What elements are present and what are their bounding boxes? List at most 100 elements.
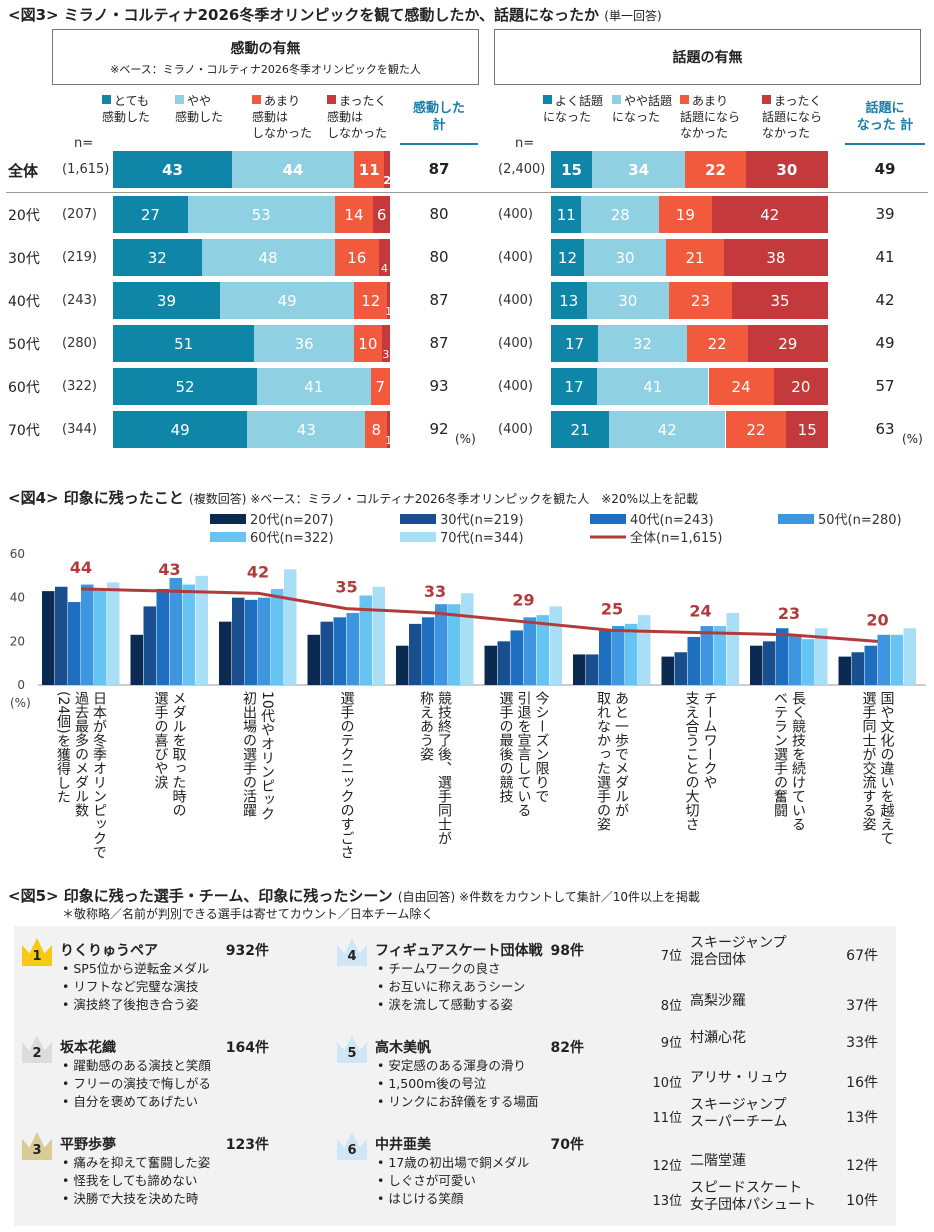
row-n-left: (280) [62, 336, 97, 351]
bar-segment-label: 32 [147, 248, 167, 267]
list-name: 村瀬心花 [690, 1030, 746, 1046]
rank-count: 70件 [550, 1137, 584, 1153]
overall-label: 42 [247, 562, 269, 581]
bar-segment: 44 [232, 151, 354, 188]
bar-segment-label: 27 [140, 205, 160, 224]
rank-name: 中井亜美 [375, 1137, 431, 1153]
bar-segment-label: 14 [344, 205, 364, 224]
bar-6-3 [612, 626, 625, 685]
legend-label: まったく 話題になら なかった [762, 94, 823, 140]
bar-segment: 20 [773, 368, 828, 405]
legend-label-0: 20代(n=207) [250, 513, 334, 528]
stacked-bar-left: 49 43 8 1 [113, 411, 392, 448]
bar-segment: 21 [551, 411, 610, 448]
stacked-bar-left: 51 36 10 3 [113, 325, 390, 362]
legend-left-0: とても 感動した [102, 93, 150, 125]
bar-segment: 53 [187, 196, 335, 233]
bar-segment-label: 13 [559, 291, 579, 310]
bar-4-4 [448, 604, 461, 685]
bar-8-5 [815, 628, 828, 685]
stacked-bar-right: 12 30 21 38 [551, 239, 828, 276]
left-total-value: 92 [429, 420, 449, 438]
fig4-note: (複数回答) ※ベース：ミラノ・コルティナ2026冬季オリンピックを観た人 ※2… [189, 492, 698, 506]
legend-overall-label: 全体(n=1,615) [630, 530, 723, 546]
list-name: 高梨沙羅 [690, 993, 746, 1009]
bar-segment-label: 51 [174, 334, 194, 353]
bar-segment: 12 [551, 239, 584, 276]
bar-segment: 49 [113, 411, 248, 448]
row-n-right: (400) [498, 207, 533, 222]
bar-2-0 [219, 621, 232, 685]
bar-2-3 [258, 597, 271, 685]
bar-segment: 16 [334, 239, 379, 276]
bar-segment: 43 [247, 411, 366, 448]
bar-8-4 [802, 639, 815, 685]
legend-label-5: 70代(n=344) [440, 531, 524, 546]
bar-8-3 [789, 634, 802, 685]
list-name: 二階堂蓮 [690, 1153, 746, 1169]
right-total-value: 39 [875, 205, 895, 223]
row-label: 全体 [8, 162, 39, 180]
stacked-bar-right: 21 42 22 15 [551, 411, 828, 448]
bar-segment: 30 [586, 282, 669, 319]
total-row-separator [6, 192, 928, 193]
bar-segment-label: 28 [610, 205, 630, 224]
rank-count: 98件 [550, 943, 584, 959]
list-rank: 10位 [652, 1076, 682, 1091]
bar-0-2 [68, 602, 81, 685]
bar-2-1 [232, 597, 245, 685]
legend-left-3: まったく 感動は しなかった [327, 93, 387, 141]
rank-bullet: • 17歳の初出場で銅メダル [377, 1155, 530, 1170]
bar-7-5 [726, 612, 739, 685]
bar-segment-label: 49 [170, 420, 190, 439]
bar-9-2 [864, 645, 877, 685]
stacked-bar-left: 43 44 11 2 [113, 151, 392, 188]
bar-9-5 [903, 628, 916, 685]
bar-6-5 [638, 615, 651, 685]
left-header-sub: ※ベース：ミラノ・コルティナ2026冬季オリンピックを観た人 [110, 62, 421, 76]
bar-0-3 [81, 584, 94, 685]
right-header-box: 話題の有無 [494, 29, 921, 85]
rank-bullet: • 自分を褒めてあげたい [62, 1094, 198, 1109]
list-name: スピードスケート 女子団体パシュート [690, 1180, 816, 1213]
legend-left-2: あまり 感動は しなかった [252, 93, 312, 141]
bar-segment-label: 15 [561, 160, 582, 179]
bar-segment-label: 22 [746, 420, 766, 439]
rank-number: 3 [32, 1143, 42, 1158]
overall-label: 29 [512, 591, 534, 610]
n-label-right: n= [515, 136, 535, 151]
left-total-value: 80 [429, 205, 449, 223]
legend-right-0: よく話題 になった [543, 93, 603, 125]
list-count: 13件 [846, 1110, 878, 1126]
bar-segment-label: 29 [778, 334, 798, 353]
row-label: 20代 [8, 208, 40, 224]
legend-swatch-3 [778, 514, 814, 524]
row-n-right: (400) [498, 422, 533, 437]
rank-number: 4 [347, 949, 357, 964]
list-count: 12件 [846, 1158, 878, 1174]
left-header-title: 感動の有無 [230, 40, 301, 57]
bar-segment: 22 [685, 151, 746, 188]
bar-4-5 [461, 593, 474, 685]
row-n-left: (243) [62, 293, 97, 308]
left-total-underline [400, 143, 478, 145]
row-n-left: (207) [62, 207, 97, 222]
legend-swatch [612, 95, 621, 104]
bar-6-0 [573, 654, 586, 685]
category-label: 日本が冬季オリンピックで 過去最多のメダル数 (24個)を獲得した [55, 691, 107, 859]
right-header-title: 話題の有無 [672, 50, 743, 66]
list-name: アリサ・リュウ [690, 1070, 788, 1086]
bar-9-1 [851, 652, 864, 685]
legend-swatch [762, 95, 771, 104]
row-n-right: (2,400) [498, 162, 546, 177]
bar-segment-label: 48 [258, 248, 278, 267]
rank-count: 123件 [225, 1137, 269, 1153]
list-rank: 11位 [652, 1111, 682, 1126]
fig5-note2: ＊敬称略／名前が判別できる選手は寄せてカウント／日本チーム除く [62, 907, 434, 921]
legend-label: まったく 感動は しなかった [327, 94, 388, 140]
category-label: あと一歩でメダルが 取れなかった選手の姿 [595, 691, 629, 831]
bar-segment-label: 2 [383, 174, 392, 187]
rank-bullet: • 涙を流して感動する姿 [377, 997, 513, 1012]
bar-segment: 4 [378, 239, 390, 276]
category-label: 競技終了後、選手同士が 称えあう姿 [418, 691, 452, 845]
